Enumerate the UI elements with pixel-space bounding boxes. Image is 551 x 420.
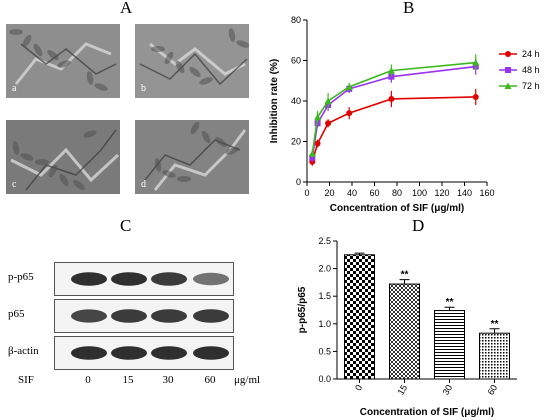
data-point <box>472 59 480 66</box>
legend-label: 48 h <box>522 65 540 75</box>
significance-label: ** <box>491 319 499 330</box>
data-point <box>314 140 321 147</box>
data-point <box>325 120 332 127</box>
blot-row-label: β-actin <box>8 345 39 357</box>
micrograph-label: d <box>141 179 146 190</box>
inhibition-rate-chart: 0 20 40 60 80 0 20 40 60 80 100 120 140 160 Concentrat… <box>269 15 540 214</box>
x-tick-label: 15 <box>396 383 410 397</box>
x-tick-label: 120 <box>434 188 449 198</box>
blot-band <box>151 272 187 286</box>
y-tick-label: 0.5 <box>318 346 331 356</box>
y-tick-label: 2.5 <box>318 236 331 246</box>
y-tick-label: 1.5 <box>318 291 331 301</box>
y-tick-label: 2.0 <box>318 264 331 274</box>
y-tick-label: 20 <box>291 137 301 147</box>
y-tick-label: 1.0 <box>318 319 331 329</box>
micrograph-label: a <box>12 83 17 94</box>
legend-label: 24 h <box>522 49 540 59</box>
significance-label: ** <box>401 270 409 281</box>
y-tick-label: 0.0 <box>318 374 331 384</box>
lane-label: 60 <box>204 374 216 386</box>
blot-row-label: p-p65 <box>8 271 34 283</box>
bar <box>344 254 375 380</box>
data-point <box>308 150 316 157</box>
x-tick-label: 0 <box>304 188 309 198</box>
x-tick-label: 0 <box>353 383 364 392</box>
micrograph-label: b <box>141 83 146 94</box>
x-tick-label: 140 <box>457 188 472 198</box>
blot-strip <box>54 299 234 333</box>
x-tick-label: 80 <box>392 188 402 198</box>
y-axis-label: Inhibition rate (%) <box>269 59 280 143</box>
x-axis-label: Concentration of SIF (μg/ml) <box>360 407 494 418</box>
blot-band <box>71 272 107 286</box>
blot-band <box>151 346 187 360</box>
legend-marker <box>505 67 511 73</box>
blot-band <box>71 309 107 323</box>
data-point <box>314 113 322 121</box>
panel-a-letter: A <box>120 0 133 17</box>
x-tick-label: 60 <box>369 188 379 198</box>
blot-band <box>193 272 229 286</box>
blot-row-label: p65 <box>8 308 25 320</box>
series-line <box>311 61 476 154</box>
x-tick-label: 20 <box>324 188 334 198</box>
lane-label: 30 <box>162 374 174 386</box>
panel-c-letter: C <box>120 216 132 235</box>
micrograph-label: c <box>12 179 17 190</box>
x-tick-label: 40 <box>347 188 357 198</box>
y-tick-label: 40 <box>291 96 301 106</box>
series-line <box>311 65 476 158</box>
blot-band <box>111 272 147 286</box>
p65-ratio-chart: 0.0 0.5 1.0 1.5 2.0 2.5 0 ** 15 ** 30 ** 60 Concentra… <box>297 236 517 418</box>
data-point <box>345 83 353 90</box>
data-point <box>346 110 353 117</box>
y-axis-label: p-p65/p65 <box>297 286 308 333</box>
legend-label: 72 h <box>522 81 540 91</box>
blot-band <box>151 309 187 323</box>
x-tick-label: 30 <box>441 383 455 397</box>
micrograph-a: a <box>6 24 120 98</box>
treatment-label: SIF <box>18 374 34 386</box>
blot-band <box>193 309 229 323</box>
x-tick-label: 100 <box>412 188 427 198</box>
data-point <box>388 95 395 102</box>
panel-d-letter: D <box>412 216 425 235</box>
x-axis-label: Concentration of SIF (μg/ml) <box>330 203 464 214</box>
data-point <box>472 93 479 100</box>
series-line <box>311 96 476 162</box>
legend-marker <box>504 82 512 89</box>
blot-band <box>111 346 147 360</box>
x-tick-label: 60 <box>486 383 500 397</box>
x-tick-label: 160 <box>479 188 494 198</box>
blot-strip <box>54 336 234 370</box>
micrograph-c: c <box>6 120 120 194</box>
legend-marker <box>505 51 511 57</box>
y-tick-label: 0 <box>296 177 301 187</box>
y-tick-label: 60 <box>291 56 301 66</box>
blot-band <box>193 346 229 360</box>
lane-label: 0 <box>85 374 91 386</box>
y-tick-label: 80 <box>291 15 301 25</box>
lane-label: 15 <box>122 374 134 386</box>
blot-band <box>111 309 147 323</box>
data-point <box>387 67 395 74</box>
bar <box>434 310 465 380</box>
micrograph-b: b <box>135 24 249 98</box>
blot-band <box>71 346 107 360</box>
data-point <box>324 97 332 104</box>
blot-strip <box>54 262 234 296</box>
significance-label: ** <box>446 297 454 308</box>
unit-label: μg/ml <box>234 374 261 386</box>
panel-b-letter: B <box>403 0 415 17</box>
micrograph-d: d <box>135 120 249 194</box>
bar <box>389 283 420 380</box>
bar <box>479 332 510 380</box>
